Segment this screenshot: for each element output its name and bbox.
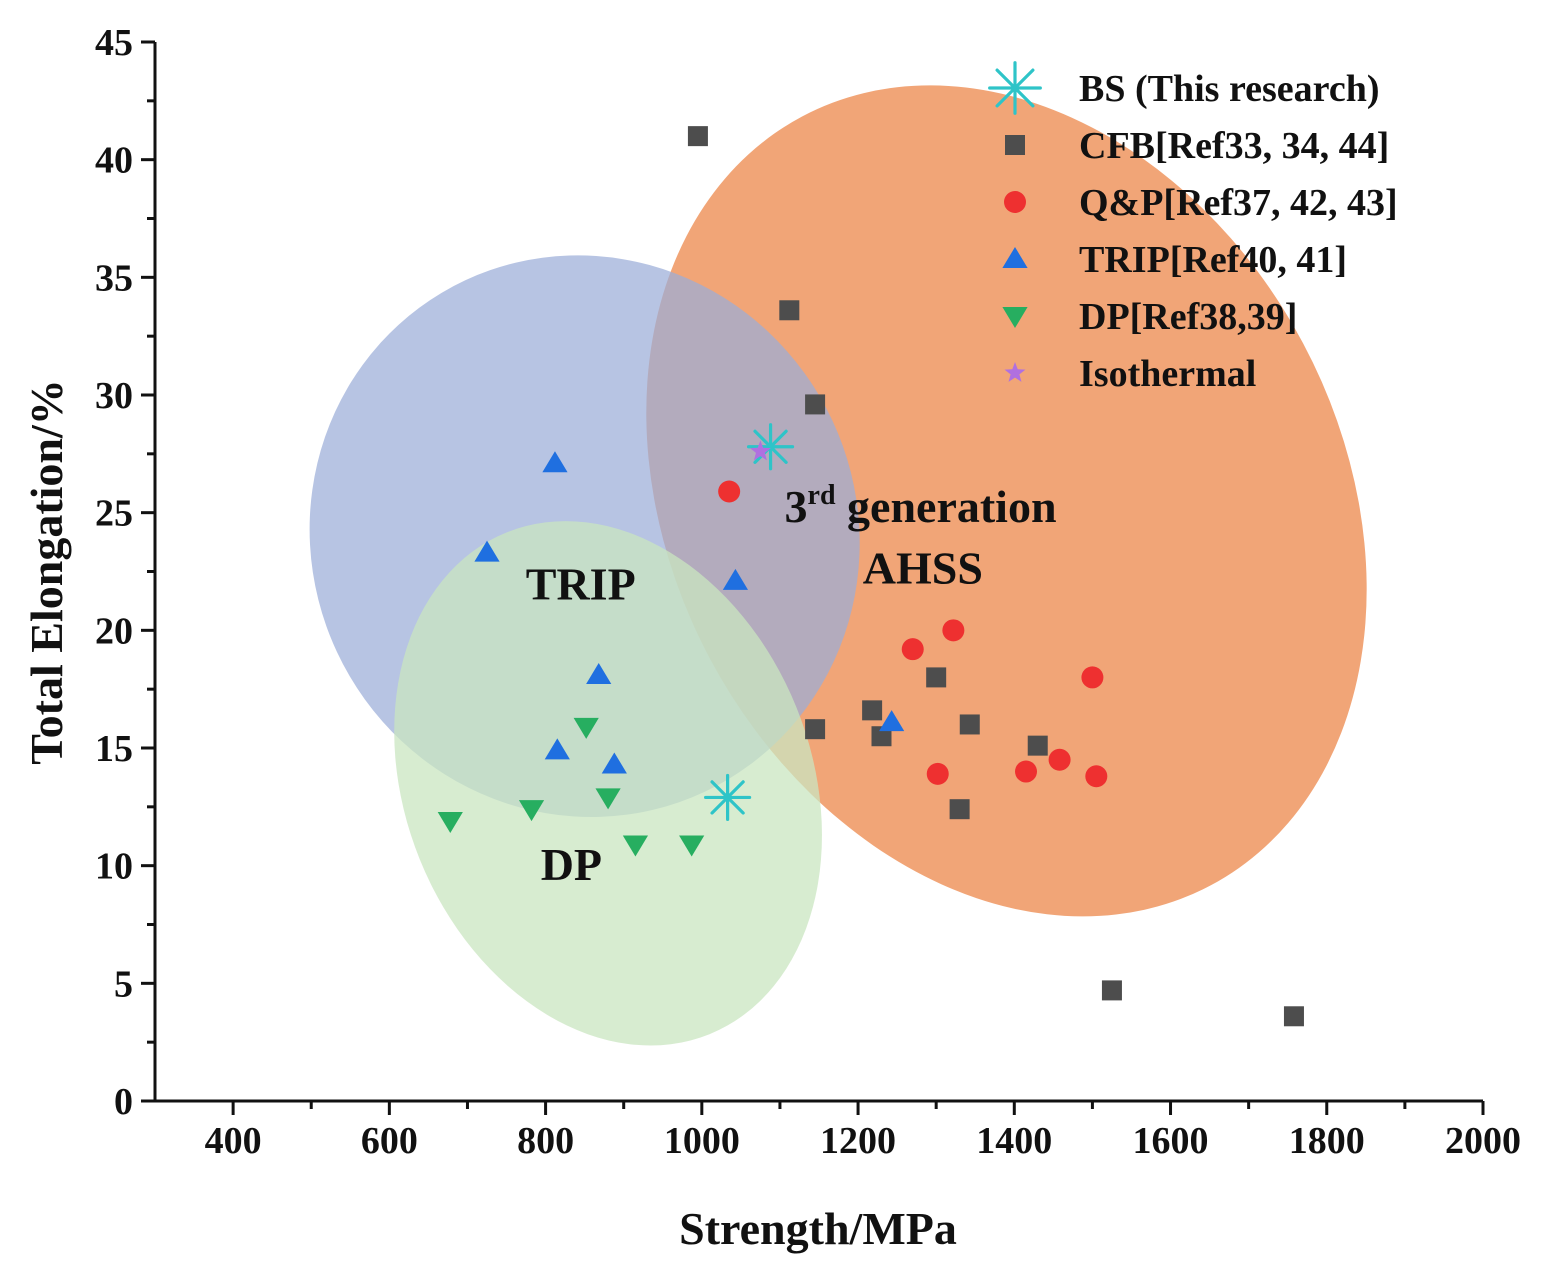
point-trip — [601, 752, 627, 774]
y-tick-label: 0 — [114, 1081, 133, 1123]
point-bs — [746, 423, 795, 471]
point-qp — [942, 619, 965, 642]
point-isothermal — [750, 440, 771, 461]
point-cfb — [871, 726, 892, 747]
legend-marker-isothermal — [1004, 362, 1026, 382]
point-qp — [926, 762, 949, 785]
legend-marker-qp — [1004, 191, 1026, 213]
x-tick-label: 600 — [361, 1120, 418, 1162]
x-tick-label: 2000 — [1445, 1120, 1521, 1162]
y-axis-title: Total Elongation/% — [21, 379, 72, 765]
point-trip — [586, 663, 612, 685]
point-trip — [474, 540, 500, 562]
point-cfb — [1027, 735, 1048, 756]
point-dp — [518, 800, 545, 822]
x-tick-label: 1800 — [1289, 1120, 1365, 1162]
point-trip — [879, 710, 905, 732]
legend-marker-cfb — [1005, 135, 1025, 155]
region-label-ahss-line2: AHSS — [863, 542, 983, 593]
legend-marker-trip — [1002, 247, 1028, 268]
legend-label-trip: TRIP[Ref40, 41] — [1079, 239, 1347, 281]
y-tick-label: 40 — [95, 140, 133, 182]
point-qp — [1081, 666, 1104, 689]
axes: 400 600 800 1000 1200 1400 1600 1800 2000 0 5 10 15 2… — [95, 22, 1521, 1162]
point-qp — [1085, 765, 1108, 788]
point-dp — [595, 788, 621, 810]
legend-label-bs: BS (This research) — [1079, 68, 1380, 110]
x-axis-title: Strength/MPa — [679, 1203, 957, 1254]
point-cfb — [805, 719, 826, 740]
point-cfb — [862, 700, 883, 721]
region-labels: 3rd generation AHSS TRIP DP — [526, 480, 1057, 890]
region-label-dp: DP — [541, 839, 602, 890]
y-tick-label: 25 — [95, 493, 133, 535]
y-tick-label: 35 — [95, 257, 133, 299]
point-dp — [622, 835, 649, 857]
point-cfb — [959, 714, 980, 735]
legend-label-cfb: CFB[Ref33, 34, 44] — [1079, 125, 1389, 167]
legend-marker-dp — [1002, 307, 1028, 328]
legend-label-dp: DP[Ref38,39] — [1079, 296, 1297, 338]
point-qp — [1015, 760, 1038, 783]
x-tick-label: 1600 — [1133, 1120, 1209, 1162]
legend: BS (This research) CFB[Ref33, 34, 44] Q&P[… — [988, 61, 1398, 395]
point-bs — [704, 773, 752, 822]
region-label-trip: TRIP — [526, 559, 636, 610]
point-cfb — [687, 126, 708, 147]
point-dp — [437, 811, 463, 833]
point-dp — [679, 835, 705, 857]
point-trip — [544, 738, 570, 760]
x-tick-label: 1000 — [664, 1120, 740, 1162]
point-cfb — [805, 394, 826, 415]
point-qp — [718, 480, 741, 503]
x-tick-label: 1400 — [976, 1120, 1052, 1162]
data-points — [437, 126, 1304, 1027]
region-ahss — [646, 85, 1367, 917]
region-label-ahss-line1: 3rd generation — [785, 480, 1057, 532]
region-ellipses — [309, 85, 1367, 1046]
legend-label-isothermal: Isothermal — [1079, 353, 1256, 395]
point-qp — [901, 638, 924, 661]
x-tick-label: 1200 — [820, 1120, 896, 1162]
region-dp — [394, 521, 822, 1046]
x-tick-label: 400 — [205, 1120, 262, 1162]
point-qp — [1048, 748, 1071, 771]
x-tick-label: 800 — [517, 1120, 574, 1162]
point-trip — [542, 451, 568, 473]
point-cfb — [926, 667, 947, 688]
legend-label-qp: Q&P[Ref37, 42, 43] — [1079, 182, 1398, 224]
y-tick-label: 30 — [95, 375, 133, 417]
point-cfb — [1283, 1006, 1304, 1027]
y-tick-label: 5 — [114, 963, 133, 1005]
point-cfb — [779, 300, 800, 321]
y-tick-label: 20 — [95, 610, 133, 652]
y-tick-label: 45 — [95, 22, 133, 64]
point-dp — [573, 717, 599, 739]
y-tick-label: 10 — [95, 846, 133, 888]
legend-marker-bs — [988, 61, 1042, 115]
point-cfb — [1101, 980, 1122, 1001]
y-tick-label: 15 — [95, 728, 133, 770]
point-trip — [722, 568, 749, 590]
point-cfb — [949, 799, 970, 820]
